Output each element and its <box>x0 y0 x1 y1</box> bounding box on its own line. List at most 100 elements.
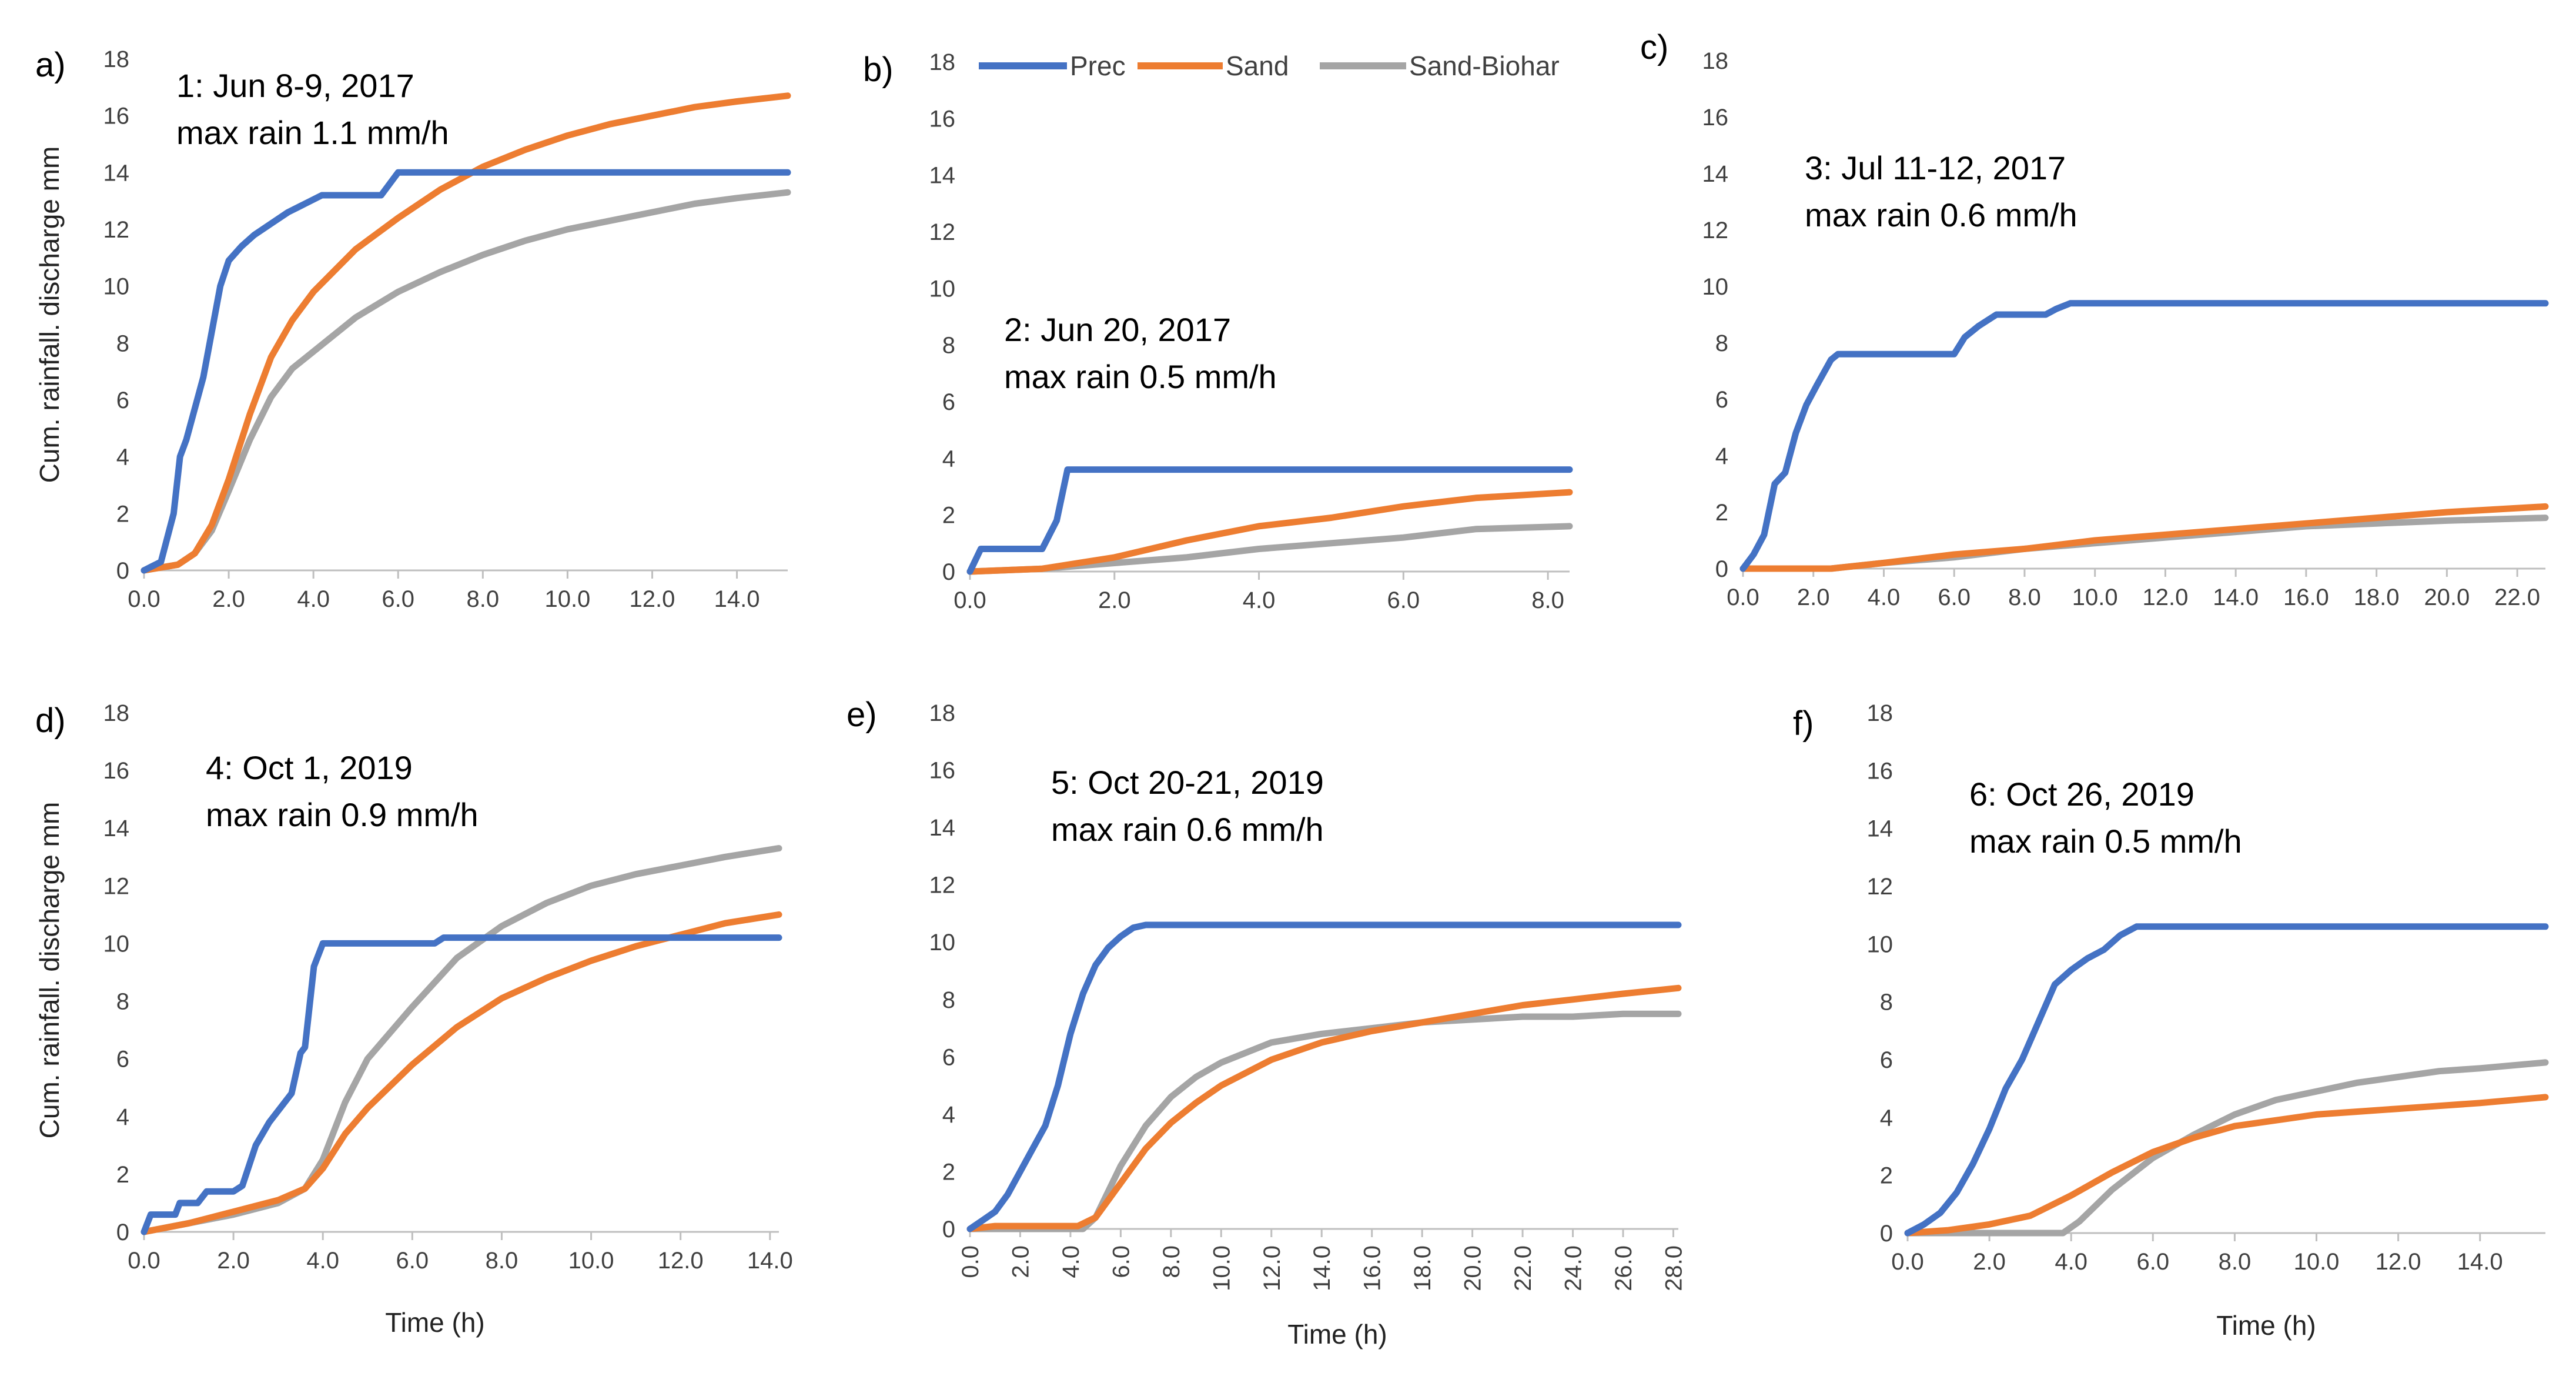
panel-d-ytick-2: 4 <box>116 1104 129 1130</box>
panel-e-title: 5: Oct 20-21, 2019 <box>1051 764 1324 801</box>
panel-b-series-sand <box>966 489 1573 575</box>
panel-c-xtick-10: 20.0 <box>2424 584 2470 610</box>
legend-label-sand-biohar: Sand-Biohar <box>1409 51 1560 81</box>
panel-c-ytick-5: 10 <box>1702 274 1729 300</box>
panel-c-xtick-5: 10.0 <box>2072 584 2118 610</box>
panel-f-series-prec <box>1904 923 2549 1237</box>
panel-d-xtick-6: 12.0 <box>658 1248 704 1274</box>
panel-b-xtick-0: 0.0 <box>954 587 986 613</box>
panel-a-ytick-8: 16 <box>103 103 130 129</box>
panel-e-xtick-6: 12.0 <box>1259 1245 1285 1291</box>
legend: Prec Sand Sand-Biohar <box>979 51 1560 81</box>
panel-b-ytick-4: 8 <box>942 333 955 359</box>
panel-a: 0 2 4 6 8 10 12 14 16 18 0.0 2.0 4.0 6.0 8.0 10.0 12.0 14… <box>34 46 791 612</box>
panel-a-series-prec <box>140 169 791 574</box>
panel-e-label: e) <box>847 696 877 734</box>
panel-f-xtick-0: 0.0 <box>1891 1249 1924 1275</box>
panel-e: 0 2 4 6 8 10 12 14 16 18 0.0 2.0 4.0 6.0 8.0 10.0 12.0 14… <box>847 696 1687 1349</box>
panel-b-ytick-5: 10 <box>929 276 956 302</box>
panel-a-ytick-7: 14 <box>103 160 130 186</box>
panel-d-label: d) <box>35 701 66 740</box>
panel-f-ytick-8: 16 <box>1867 758 1893 784</box>
panel-e-series-sand <box>966 984 1682 1232</box>
panel-c-ytick-0: 0 <box>1715 556 1728 582</box>
panel-c-ytick-8: 16 <box>1702 105 1729 131</box>
panel-b-ytick-2: 4 <box>942 446 955 472</box>
panel-b-title: 2: Jun 20, 2017 <box>1004 311 1231 348</box>
panel-c-xtick-6: 12.0 <box>2142 584 2188 610</box>
panel-a-ytick-9: 18 <box>103 46 130 72</box>
panel-f-plot-area: 0 2 4 6 8 10 12 14 16 18 0.0 2.0 4.0 6.0 8.0 10.0 12.0 14… <box>1867 700 2549 1275</box>
panel-e-xtick-11: 22.0 <box>1510 1245 1536 1291</box>
panel-f-series-sand <box>1904 1094 2549 1237</box>
panel-e-ytick-6: 12 <box>929 873 956 898</box>
panel-c-xtick-0: 0.0 <box>1727 584 1759 610</box>
panel-c-ytick-3: 6 <box>1715 387 1728 413</box>
panel-e-ytick-7: 14 <box>929 815 956 841</box>
panel-e-ytick-2: 4 <box>942 1102 955 1128</box>
panel-e-xtick-2: 4.0 <box>1058 1245 1084 1278</box>
panel-e-series-sand-biohar <box>966 1010 1682 1232</box>
panel-c-ytick-1: 2 <box>1715 500 1728 526</box>
panel-d-ytick-4: 8 <box>116 989 129 1015</box>
legend-label-sand: Sand <box>1226 51 1289 81</box>
panel-e-ytick-8: 16 <box>929 758 956 784</box>
panel-f-ytick-0: 0 <box>1880 1221 1893 1247</box>
panel-d-subtitle: max rain 0.9 mm/h <box>206 796 479 833</box>
panel-d-xtick-4: 8.0 <box>486 1248 518 1274</box>
panel-f-ytick-7: 14 <box>1867 816 1893 842</box>
panel-f-xtick-2: 4.0 <box>2055 1249 2087 1275</box>
panel-e-ytick-1: 2 <box>942 1159 955 1185</box>
panel-c-subtitle: max rain 0.6 mm/h <box>1805 196 2077 233</box>
panel-d-plot-area: 0 2 4 6 8 10 12 14 16 18 0.0 2.0 4.0 6.0 8.0 10.0 12.0 14… <box>103 700 793 1274</box>
panel-a-ytick-0: 0 <box>116 558 129 584</box>
panel-d-ytick-9: 18 <box>103 700 130 726</box>
panel-d-series-sand <box>140 911 782 1235</box>
panel-f-xtick-7: 14.0 <box>2457 1249 2503 1275</box>
panel-d-xtick-2: 4.0 <box>306 1248 339 1274</box>
panel-a-ytick-2: 4 <box>116 445 129 470</box>
panel-e-xtick-0: 0.0 <box>958 1245 983 1278</box>
panel-a-xtick-5: 10.0 <box>544 586 590 612</box>
panel-c-xtick-1: 2.0 <box>1797 584 1830 610</box>
panel-a-series-sand <box>140 92 791 574</box>
panel-e-ytick-0: 0 <box>942 1217 955 1242</box>
panel-f-ytick-4: 8 <box>1880 990 1893 1015</box>
panel-e-xtick-1: 2.0 <box>1008 1245 1033 1278</box>
panel-c-xtick-4: 8.0 <box>2008 584 2041 610</box>
panel-c-series-prec <box>1739 300 2549 572</box>
panel-e-series-prec <box>966 921 1682 1232</box>
panel-e-xtick-3: 6.0 <box>1108 1245 1134 1278</box>
panel-b-ytick-3: 6 <box>942 389 955 415</box>
panel-c-xtick-9: 18.0 <box>2354 584 2400 610</box>
panel-c: 0 2 4 6 8 10 12 14 16 18 0.0 2.0 4.0 6.0 8.0 10.0 12.0 14… <box>1640 28 2549 610</box>
panel-f-ytick-3: 6 <box>1880 1047 1893 1073</box>
panel-e-ytick-4: 8 <box>942 987 955 1013</box>
panel-e-xtick-13: 26.0 <box>1611 1245 1637 1291</box>
panel-e-xtick-9: 18.0 <box>1410 1245 1436 1291</box>
panel-e-xtick-12: 24.0 <box>1561 1245 1587 1291</box>
panel-d-ytick-7: 14 <box>103 816 130 841</box>
panel-c-title: 3: Jul 11-12, 2017 <box>1805 149 2066 186</box>
panel-d-ytick-5: 10 <box>103 931 130 957</box>
panel-f-ytick-9: 18 <box>1867 700 1893 726</box>
panel-f-xtick-1: 2.0 <box>1973 1249 2006 1275</box>
panel-d-xlabel: Time (h) <box>385 1307 485 1338</box>
panel-d-ytick-8: 16 <box>103 758 130 784</box>
panel-a-label: a) <box>35 46 66 84</box>
panel-b-xtick-2: 4.0 <box>1243 587 1276 613</box>
panel-b-ytick-7: 14 <box>929 163 956 189</box>
panel-d-ytick-3: 6 <box>116 1047 129 1073</box>
panel-f: 0 2 4 6 8 10 12 14 16 18 0.0 2.0 4.0 6.0 8.0 10.0 12.0 14… <box>1793 700 2549 1341</box>
panel-a-xtick-3: 6.0 <box>382 586 414 612</box>
panel-f-ytick-6: 12 <box>1867 874 1893 900</box>
panel-c-ytick-4: 8 <box>1715 330 1728 356</box>
panel-f-label: f) <box>1793 704 1814 743</box>
panel-a-xtick-6: 12.0 <box>630 586 675 612</box>
panel-d-series-prec <box>140 934 782 1235</box>
panel-a-xtick-2: 4.0 <box>297 586 330 612</box>
panel-b-xtick-1: 2.0 <box>1098 587 1131 613</box>
panel-b-subtitle: max rain 0.5 mm/h <box>1004 358 1277 395</box>
panel-a-plot-area: 0 2 4 6 8 10 12 14 16 18 0.0 2.0 4.0 6.0 8.0 10.0 12.0 14… <box>103 46 791 612</box>
panel-d-xtick-0: 0.0 <box>128 1248 160 1274</box>
